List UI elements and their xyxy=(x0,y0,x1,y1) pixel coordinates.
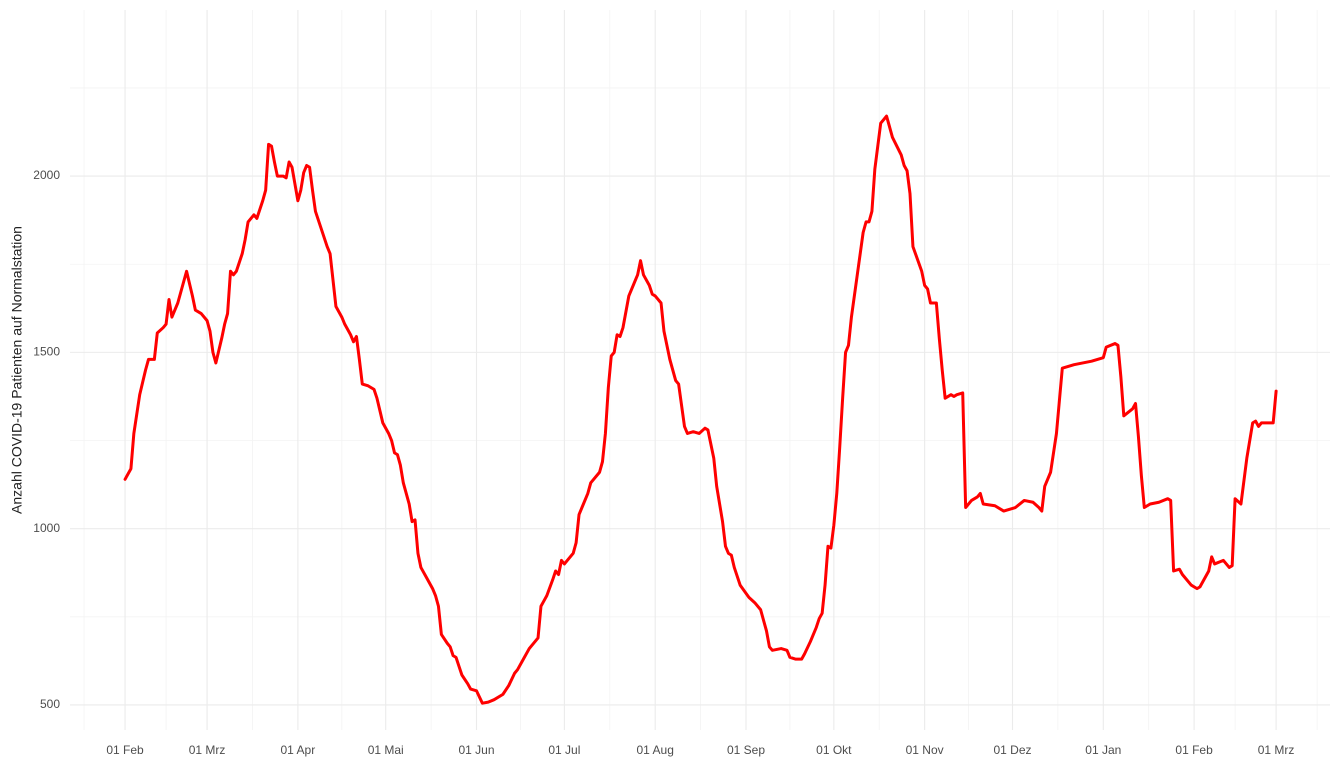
x-tick-label: 01 Jun xyxy=(459,743,495,757)
x-tick-label: 01 Apr xyxy=(281,743,316,757)
x-tick-label: 01 Jul xyxy=(548,743,580,757)
line xyxy=(123,114,1278,705)
x-tick-label: 01 Nov xyxy=(906,743,944,757)
x-tick-label: 01 Aug xyxy=(637,743,674,757)
x-tick-label: 01 Jan xyxy=(1085,743,1121,757)
x-tick-label: 01 Feb xyxy=(106,743,144,757)
y-tick-label: 2000 xyxy=(33,168,60,182)
y-tick-label: 1500 xyxy=(33,345,60,359)
y-tick-label: 500 xyxy=(40,697,60,711)
y-axis-title: Anzahl COVID-19 Patienten auf Normalstat… xyxy=(9,226,25,514)
x-tick-label: 01 Sep xyxy=(727,743,765,757)
x-tick-label: 01 Okt xyxy=(816,743,852,757)
x-tick-label: 01 Feb xyxy=(1175,743,1213,757)
x-tick-label: 01 Mrz xyxy=(1258,743,1295,757)
x-tick-label: 01 Mai xyxy=(368,743,404,757)
x-tick-label: 01 Mrz xyxy=(189,743,226,757)
x-tick-label: 01 Dez xyxy=(993,743,1031,757)
y-tick-label: 1000 xyxy=(33,521,60,535)
